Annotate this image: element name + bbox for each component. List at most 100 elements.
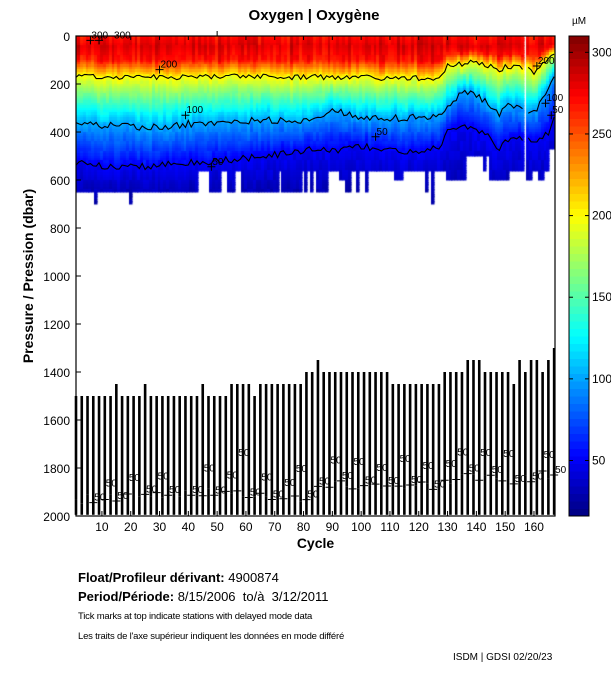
deep-profile-bar-lower bbox=[310, 491, 314, 515]
contour-label-marker bbox=[141, 490, 150, 499]
deep-profile-bar-lower bbox=[80, 503, 84, 515]
contour-label-marker bbox=[302, 495, 311, 504]
colorbar-segment bbox=[569, 306, 589, 314]
deep-profile-bar-upper bbox=[259, 384, 262, 494]
deep-profile-bar-upper bbox=[333, 372, 337, 482]
deep-contour-label: 50 bbox=[342, 471, 354, 482]
colorbar-segment bbox=[569, 508, 589, 517]
deep-profile-bar-upper bbox=[437, 384, 441, 483]
colorbar-segment bbox=[569, 381, 589, 389]
deep-profile-bar-upper bbox=[230, 384, 233, 494]
deep-profile-bar-upper bbox=[299, 384, 302, 502]
deep-contour-label: 50 bbox=[492, 465, 504, 476]
deep-profile-bar-lower bbox=[305, 499, 308, 515]
deep-contour-label: 50 bbox=[106, 479, 118, 490]
contour-label-marker bbox=[89, 498, 98, 507]
deep-profile-bar-lower bbox=[518, 476, 521, 515]
contour-label-marker bbox=[181, 111, 190, 120]
contour-label-marker bbox=[95, 36, 104, 45]
deep-contour-label: 50 bbox=[129, 473, 141, 484]
deep-profile-bar-lower bbox=[414, 485, 418, 515]
colorbar-segment bbox=[569, 471, 589, 479]
deep-profile-bar-upper bbox=[149, 396, 153, 497]
deep-profile-bar-upper bbox=[195, 396, 199, 496]
contour-label-marker bbox=[336, 476, 345, 485]
deep-contour-label: 50 bbox=[284, 478, 296, 489]
deep-profile-bar-upper bbox=[454, 372, 458, 480]
contour-label-marker bbox=[267, 495, 276, 504]
contour-line-100 bbox=[75, 76, 555, 131]
colorbar-segment bbox=[569, 276, 589, 284]
colorbar-segment bbox=[569, 448, 589, 457]
deep-profile-bar-upper bbox=[380, 372, 383, 490]
credit-text: ISDM | GDSI 02/20/23 bbox=[453, 652, 553, 663]
colorbar-segment bbox=[569, 486, 589, 494]
colorbar-segment bbox=[569, 96, 589, 104]
colorbar-tick-label: 150 bbox=[592, 290, 611, 304]
deep-profile-bar-upper bbox=[345, 372, 349, 487]
deep-profile-bar-upper bbox=[143, 384, 147, 495]
y-tick-label: 800 bbox=[50, 222, 70, 236]
colorbar-segment bbox=[569, 178, 589, 187]
colorbar-segment bbox=[569, 36, 589, 44]
colorbar-segment bbox=[569, 411, 589, 419]
deep-profile-bar-lower bbox=[224, 491, 228, 515]
y-tick-label: 2000 bbox=[43, 510, 70, 524]
deep-profile-bar-upper bbox=[443, 372, 446, 481]
deep-profile-bar-lower bbox=[322, 486, 326, 515]
deep-profile-bar-upper bbox=[178, 396, 181, 497]
y-tick-label: 1200 bbox=[43, 318, 70, 332]
colorbar-segment bbox=[569, 231, 589, 239]
deep-contour-label: 50 bbox=[469, 464, 481, 475]
contour-label-marker bbox=[221, 487, 230, 496]
deep-profile-bar-lower bbox=[535, 479, 539, 515]
deep-profile-bar-upper bbox=[408, 384, 412, 485]
deep-contour-label: 50 bbox=[446, 459, 458, 470]
contour-label-marker bbox=[527, 477, 536, 486]
contour-label-marker bbox=[290, 492, 299, 501]
colorbar-segment bbox=[569, 148, 589, 157]
deep-profile-bar-lower bbox=[437, 482, 441, 515]
deep-contour-label: 50 bbox=[319, 476, 331, 487]
y-tick-label: 600 bbox=[50, 174, 70, 188]
deep-profile-bar-lower bbox=[351, 488, 354, 515]
x-tick-label: 30 bbox=[153, 520, 167, 534]
deep-profile-bar-lower bbox=[472, 474, 475, 515]
deep-profile-bar-lower bbox=[397, 486, 400, 515]
deep-profile-bar-upper bbox=[431, 384, 435, 490]
deep-profile-bar-lower bbox=[293, 496, 297, 515]
contour-label-marker bbox=[155, 65, 164, 74]
deep-profile-bar-lower bbox=[483, 475, 487, 515]
colorbar-segment bbox=[569, 358, 589, 367]
colorbar-segment bbox=[569, 403, 589, 412]
colorbar-segment bbox=[569, 51, 589, 59]
deep-profile-bar-upper bbox=[109, 396, 112, 495]
deep-profile-bar-lower bbox=[408, 484, 412, 515]
colorbar-segment bbox=[569, 88, 589, 97]
x-tick-label: 50 bbox=[210, 520, 224, 534]
colorbar-tick-label: 200 bbox=[592, 209, 611, 223]
deep-profile-bar-lower bbox=[126, 494, 130, 515]
deep-profile-bar-upper bbox=[86, 396, 89, 495]
contour-label-marker bbox=[187, 491, 196, 500]
deep-profile-bar-upper bbox=[270, 384, 274, 500]
period-row: Period/Période: 8/15/2006 to/à 3/12/2011 bbox=[78, 589, 329, 604]
colorbar-segment bbox=[569, 111, 589, 119]
deep-profile-bar-upper bbox=[305, 372, 308, 500]
deep-profile-bar-lower bbox=[86, 494, 89, 515]
deep-contour-label: 50 bbox=[434, 479, 446, 490]
contour-label-marker bbox=[86, 36, 95, 45]
x-tick-label: 130 bbox=[438, 520, 458, 534]
deep-profile-bar-upper bbox=[138, 396, 141, 497]
x-tick-label: 120 bbox=[409, 520, 429, 534]
deep-profile-bar-lower bbox=[524, 475, 527, 515]
contour-label: 100 bbox=[546, 93, 563, 104]
deep-contour-label: 50 bbox=[423, 461, 435, 472]
deep-profile-bar-upper bbox=[189, 396, 193, 496]
contour-label-marker bbox=[532, 62, 541, 70]
x-tick-label: 140 bbox=[466, 520, 486, 534]
colorbar-segment bbox=[569, 118, 589, 127]
colorbar-segment bbox=[569, 351, 589, 359]
deep-profile-bar-lower bbox=[218, 490, 222, 515]
colorbar-frame bbox=[568, 35, 590, 517]
